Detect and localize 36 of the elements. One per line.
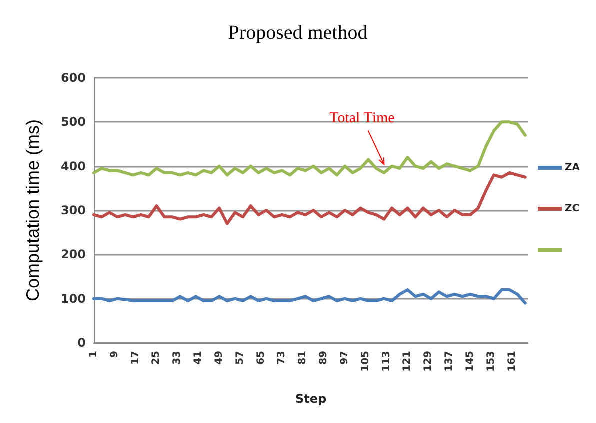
x-tick-label: 97 [339,350,350,365]
x-tick-label: 129 [423,350,434,372]
y-tick-label: 400 [60,159,86,174]
y-tick-label: 200 [60,248,86,262]
y-tick-label: 0 [78,336,86,350]
y-axis-title: Computation time (ms) [23,119,43,302]
x-tick-label: 1 [88,350,100,358]
legend-label: ZC [565,204,580,214]
legend-label: ZA [565,162,580,174]
x-tick-label: 17 [130,350,142,365]
x-tick-label: 81 [298,350,309,365]
line-series [92,171,527,226]
x-tick-label: 9 [109,350,120,358]
y-tick-label: 600 [60,71,86,85]
annotation: Total Time [330,110,396,127]
x-tick-label: 145 [464,350,476,372]
x-axis-title: Step [295,392,327,406]
x-tick-label: 113 [381,350,392,372]
x-tick-label: 73 [276,350,288,365]
chart-title: Proposed method [228,22,368,44]
y-tick-label: 100 [60,292,86,306]
x-tick-label: 137 [444,350,456,372]
x-tick-label: 49 [214,350,225,365]
x-tick-label: 89 [318,350,330,365]
y-tick-label: 500 [60,115,86,130]
y-tick-label: 300 [60,204,86,218]
x-tick-label: 33 [172,350,184,365]
x-tick-label: 105 [360,350,372,372]
x-tick-label: 65 [256,350,267,365]
x-tick-label: 57 [234,350,246,365]
x-tick-label: 153 [486,350,497,372]
x-tick-label: 161 [506,350,518,372]
x-tick-label: 121 [402,350,414,372]
line-series [92,288,527,305]
x-tick-label: 41 [193,350,204,365]
x-tick-label: 25 [151,350,162,365]
